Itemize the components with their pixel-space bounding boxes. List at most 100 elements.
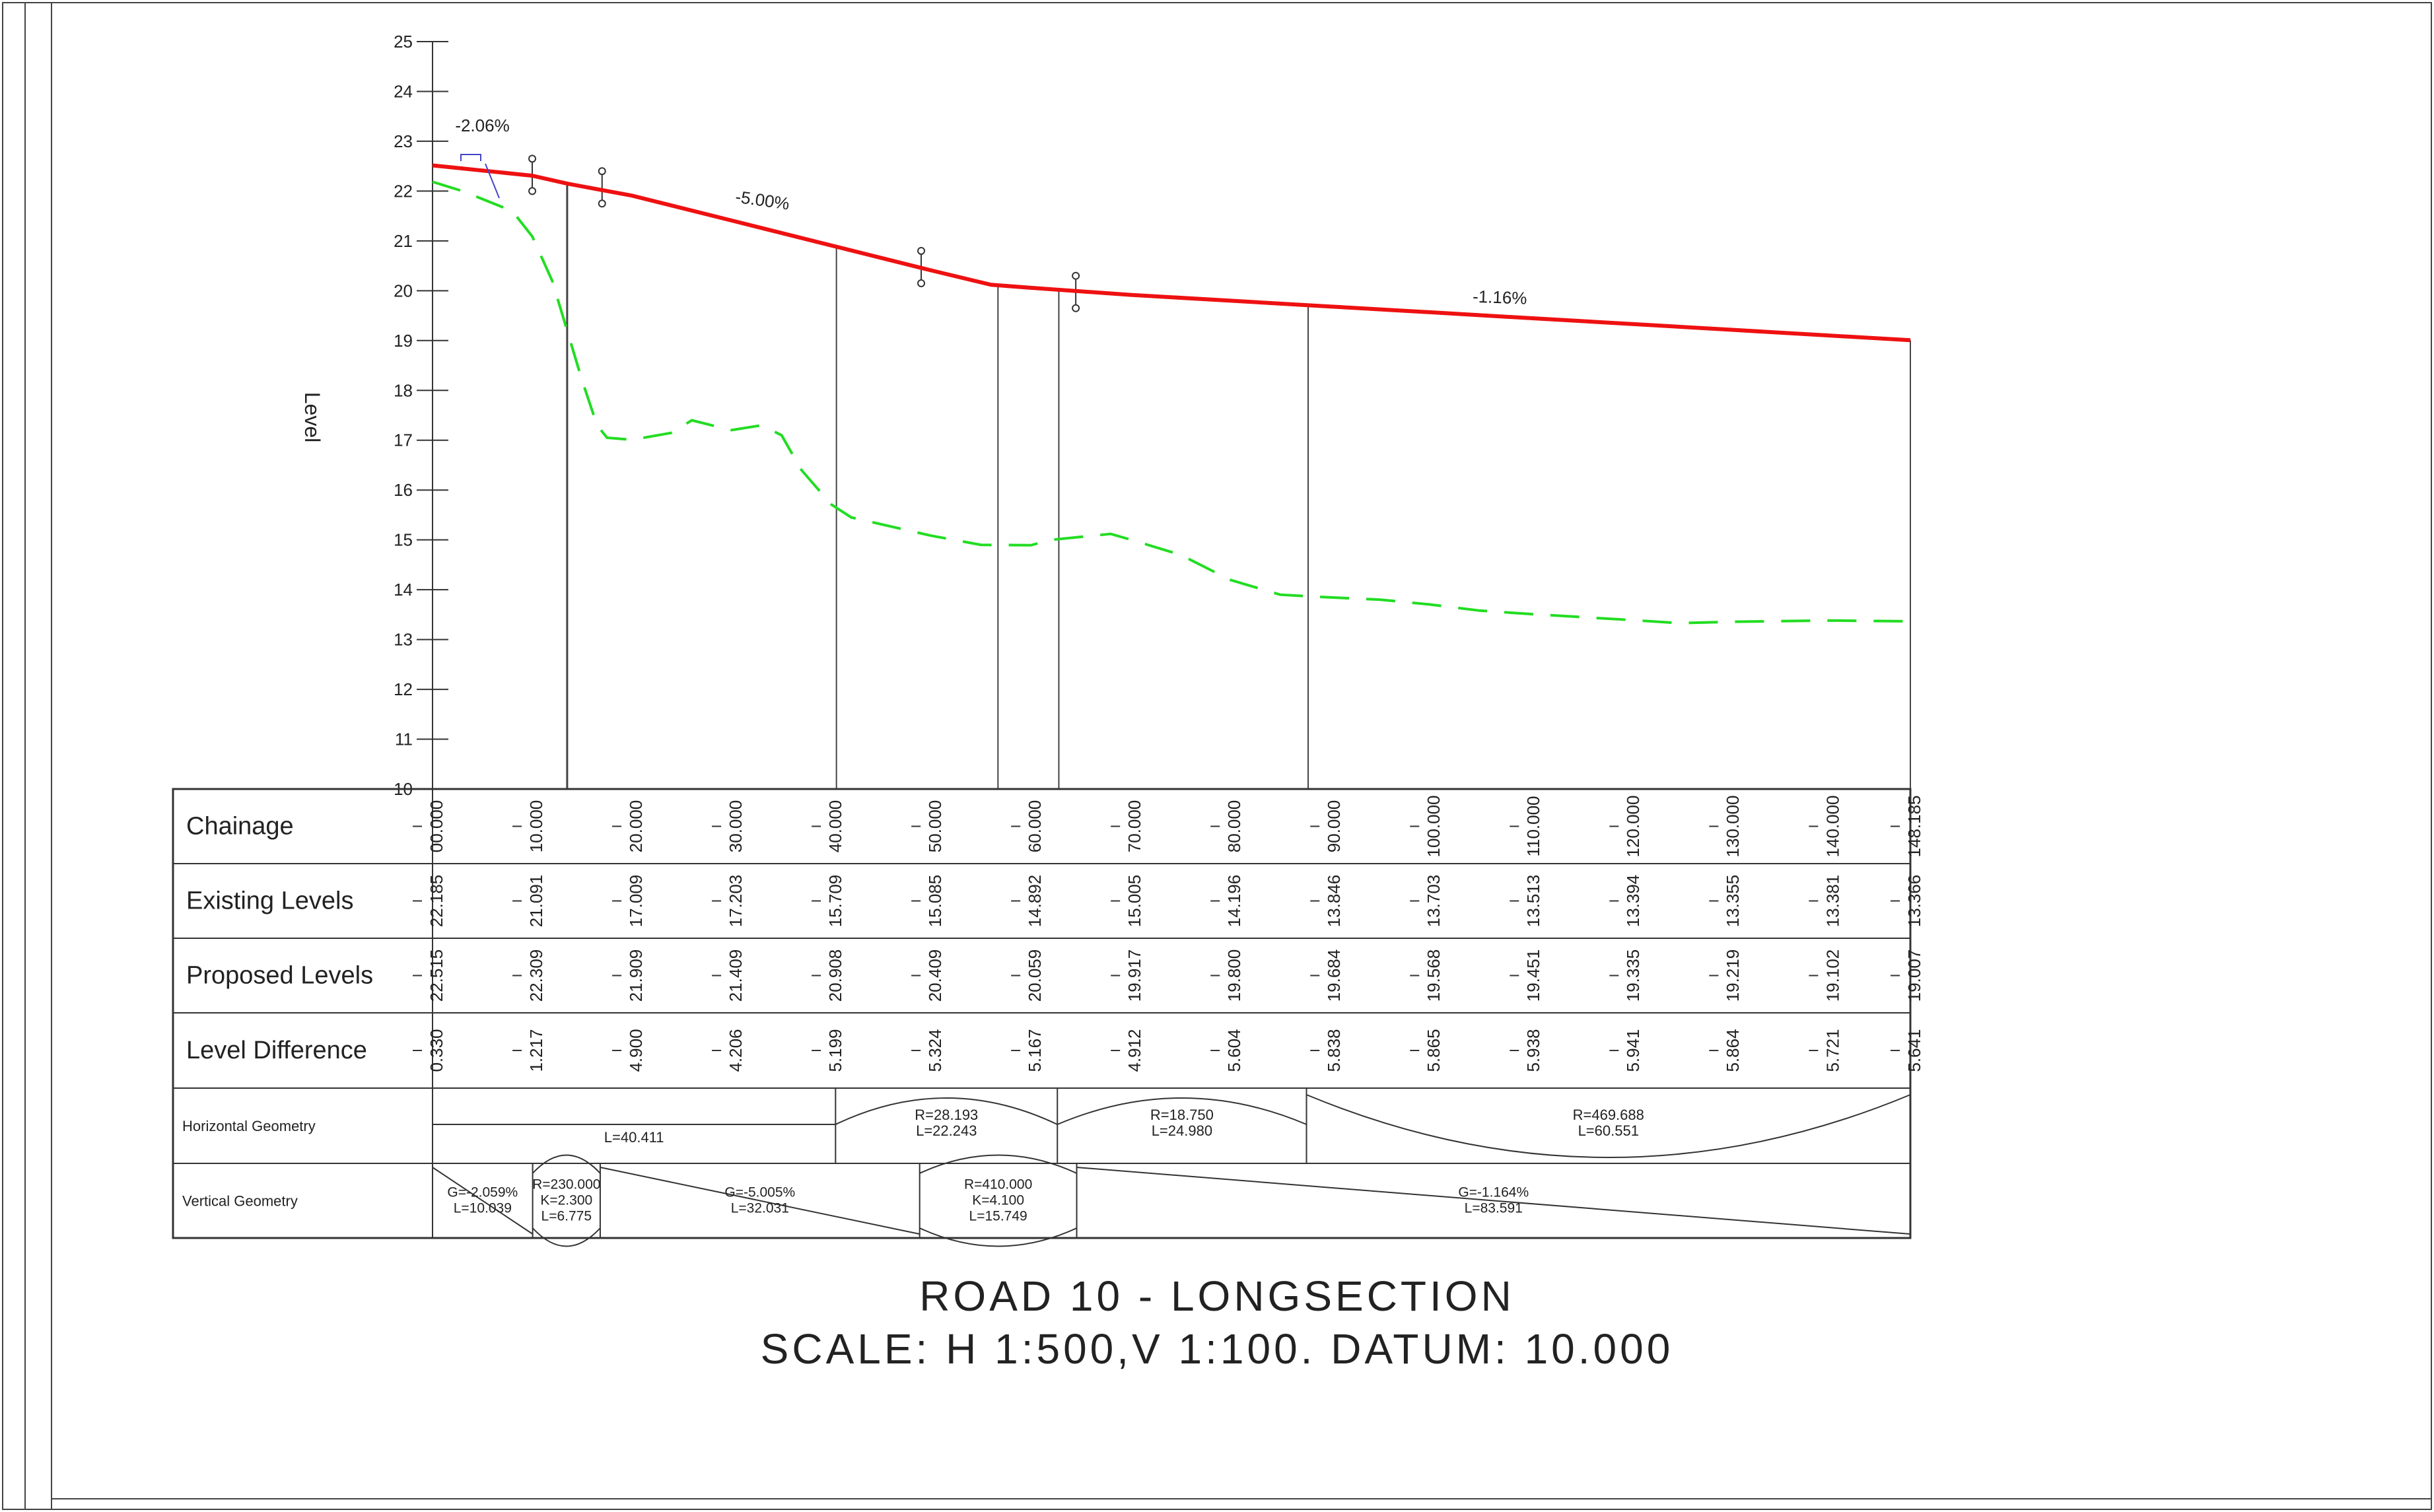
table-value: 15.005 — [1125, 875, 1144, 928]
table-value: 5.167 — [1025, 1029, 1045, 1072]
vgeom-text: G=-5.005% — [724, 1185, 795, 1200]
table-value: 15.085 — [925, 875, 945, 928]
y-tick-label: 22 — [394, 181, 413, 201]
table-value: 5.199 — [825, 1029, 845, 1072]
table-value: 80.000 — [1224, 800, 1244, 853]
table-row-label: Existing Levels — [186, 887, 353, 915]
table-value: 148.185 — [1904, 796, 1924, 858]
table-value: 130.000 — [1723, 796, 1743, 858]
table-value: 13.355 — [1723, 875, 1743, 928]
y-tick-label: 18 — [394, 380, 413, 400]
y-tick-label: 19 — [394, 331, 413, 351]
table-value: 13.366 — [1904, 875, 1924, 928]
vgeom-curve — [919, 1154, 1077, 1174]
table-value: 10.000 — [526, 800, 546, 853]
table-value: 100.000 — [1424, 796, 1443, 858]
table-value: 5.604 — [1224, 1029, 1244, 1072]
ip-marker-top — [917, 246, 926, 255]
vgeom-curve — [919, 1227, 1077, 1247]
table-value: 19.007 — [1904, 949, 1924, 1002]
table-value: 5.938 — [1523, 1029, 1543, 1072]
y-axis-label: Level — [300, 392, 324, 443]
vgeom-text: K=2.300 — [540, 1193, 592, 1208]
table-value: 4.206 — [726, 1029, 746, 1072]
grade-labels: -2.06% -5.00% -1.16% — [455, 116, 1527, 308]
y-tick-label: 16 — [394, 480, 413, 500]
table-value: 40.000 — [825, 800, 845, 853]
grade-pointer — [460, 154, 500, 199]
y-tick-label: 14 — [394, 580, 413, 600]
y-tick-label: 11 — [395, 730, 413, 749]
hgeom-text: R=28.193 — [915, 1107, 978, 1123]
vertical-geometry-label: Vertical Geometry — [182, 1193, 298, 1210]
table-value: 21.409 — [726, 949, 746, 1002]
hgeom-arc — [835, 1097, 1058, 1125]
ip-marker-bottom — [917, 279, 926, 288]
table-value: 1.217 — [526, 1029, 546, 1072]
grade-label: -5.00% — [734, 187, 791, 214]
table-value: 5.721 — [1823, 1029, 1842, 1072]
hgeom-text: R=18.750 — [1150, 1107, 1214, 1123]
table-value: 22.185 — [427, 875, 446, 928]
table-value: 17.009 — [626, 875, 646, 928]
table-value: 13.513 — [1523, 875, 1543, 928]
table-row-label: Level Difference — [186, 1037, 367, 1064]
table-value: 60.000 — [1025, 800, 1045, 853]
y-tick-label: 20 — [394, 281, 413, 300]
table-row-label: Proposed Levels — [186, 962, 373, 990]
table-value: 5.838 — [1324, 1029, 1344, 1072]
table-value: 4.900 — [626, 1029, 646, 1072]
grade-pointer-leader — [485, 163, 500, 199]
table-value: 19.568 — [1424, 949, 1443, 1002]
existing-levels-line — [432, 180, 1911, 625]
y-tick-label: 23 — [394, 131, 413, 151]
table-value: 20.059 — [1025, 949, 1045, 1002]
vgeom-text: R=230.000 — [532, 1177, 600, 1192]
hgeom-text: L=24.980 — [1152, 1122, 1212, 1139]
ip-marker-top — [1072, 271, 1080, 280]
y-tick-label: 15 — [394, 530, 413, 550]
table-value: 5.865 — [1424, 1029, 1443, 1072]
proposed-levels-line — [432, 163, 1911, 343]
hgeom-arc — [1306, 1094, 1911, 1158]
ip-marker-top — [598, 167, 606, 176]
ip-marker-top — [528, 155, 537, 163]
table-value: 140.000 — [1823, 796, 1842, 858]
table-value: 30.000 — [726, 800, 746, 853]
vgeom-text: G=-1.164% — [1458, 1185, 1529, 1200]
y-tick-label: 13 — [394, 630, 413, 650]
table-value: 19.917 — [1125, 949, 1144, 1002]
table-value: 14.196 — [1224, 875, 1244, 928]
table-value: 19.684 — [1324, 949, 1344, 1002]
vgeom-text: R=410.000 — [964, 1177, 1032, 1192]
grade-label: -1.16% — [1473, 287, 1527, 308]
table-value: 15.709 — [825, 875, 845, 928]
y-tick-label: 25 — [394, 32, 413, 52]
table-value: 19.335 — [1623, 949, 1643, 1002]
scale-datum-line: SCALE: H 1:500,V 1:100. DATUM: 10.000 — [761, 1325, 1674, 1373]
vgeom-text: G=-2.059% — [447, 1185, 518, 1200]
table-value: 17.203 — [726, 875, 746, 928]
profile-plot: -2.06% -5.00% -1.16% — [432, 116, 1911, 789]
vgeom-text: L=10.039 — [454, 1201, 512, 1216]
hgeom-text: L=60.551 — [1578, 1122, 1639, 1139]
table-value: 13.394 — [1623, 875, 1643, 928]
table-value: 19.451 — [1523, 949, 1543, 1002]
vgeom-curve — [532, 1227, 601, 1247]
drawing-title: ROAD 10 - LONGSECTION — [919, 1272, 1515, 1320]
table-value: 120.000 — [1623, 796, 1643, 858]
table-value: 4.912 — [1125, 1029, 1144, 1072]
table-value: 13.846 — [1324, 875, 1344, 928]
table-value: 5.864 — [1723, 1029, 1743, 1072]
hgeom-arc — [1057, 1097, 1307, 1125]
table-value: 00.000 — [427, 800, 446, 853]
table-value: 13.381 — [1823, 875, 1842, 928]
table-value: 19.102 — [1823, 949, 1842, 1002]
table-value: 5.641 — [1904, 1029, 1924, 1072]
table-value: 13.703 — [1424, 875, 1443, 928]
vgeom-text: L=6.775 — [541, 1209, 592, 1224]
